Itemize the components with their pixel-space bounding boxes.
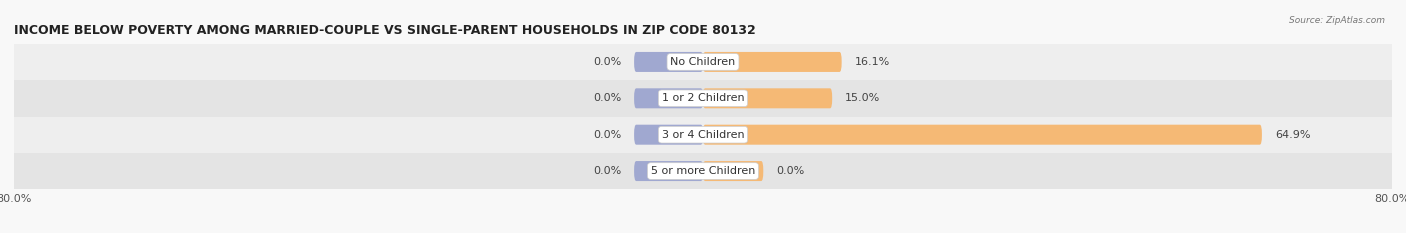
Text: 5 or more Children: 5 or more Children <box>651 166 755 176</box>
FancyBboxPatch shape <box>703 161 763 181</box>
Text: 16.1%: 16.1% <box>855 57 890 67</box>
Bar <box>14 80 1392 116</box>
FancyBboxPatch shape <box>703 88 832 108</box>
FancyBboxPatch shape <box>634 52 703 72</box>
FancyBboxPatch shape <box>634 125 703 145</box>
Text: 15.0%: 15.0% <box>845 93 880 103</box>
Text: 64.9%: 64.9% <box>1275 130 1310 140</box>
Text: 0.0%: 0.0% <box>593 130 621 140</box>
Text: INCOME BELOW POVERTY AMONG MARRIED-COUPLE VS SINGLE-PARENT HOUSEHOLDS IN ZIP COD: INCOME BELOW POVERTY AMONG MARRIED-COUPL… <box>14 24 756 37</box>
Text: 1 or 2 Children: 1 or 2 Children <box>662 93 744 103</box>
Text: 0.0%: 0.0% <box>593 93 621 103</box>
FancyBboxPatch shape <box>703 52 842 72</box>
Text: 0.0%: 0.0% <box>593 166 621 176</box>
FancyBboxPatch shape <box>634 88 703 108</box>
Bar <box>14 153 1392 189</box>
FancyBboxPatch shape <box>703 125 1263 145</box>
FancyBboxPatch shape <box>634 161 703 181</box>
Text: 3 or 4 Children: 3 or 4 Children <box>662 130 744 140</box>
Bar <box>14 116 1392 153</box>
Text: 0.0%: 0.0% <box>593 57 621 67</box>
Text: No Children: No Children <box>671 57 735 67</box>
Text: 0.0%: 0.0% <box>776 166 804 176</box>
Bar <box>14 44 1392 80</box>
Text: Source: ZipAtlas.com: Source: ZipAtlas.com <box>1289 16 1385 25</box>
